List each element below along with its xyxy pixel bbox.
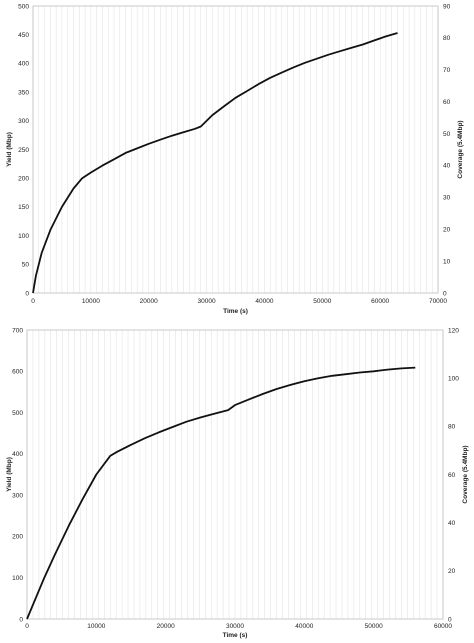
y-axis-title: Yield (Mbp) <box>6 457 13 492</box>
series-line <box>26 366 416 620</box>
y2-tick-label: 40 <box>448 520 456 527</box>
y-axis-title: Yield (Mbp) <box>6 132 13 167</box>
y-tick-label: 400 <box>18 61 29 68</box>
series-line <box>32 32 398 294</box>
y2-tick-label: 10 <box>443 258 451 265</box>
y2-tick-label: 100 <box>448 375 459 382</box>
x-tick-label: 30000 <box>198 298 216 305</box>
y2-tick-label: 70 <box>443 67 451 74</box>
x-tick-label: 50000 <box>365 623 383 630</box>
y2-tick-label: 0 <box>448 616 452 623</box>
y-tick-label: 0 <box>25 290 29 297</box>
x-tick-label: 0 <box>31 298 35 305</box>
y-tick-label: 100 <box>18 233 29 240</box>
y-tick-label: 700 <box>12 327 23 334</box>
x-tick-label: 30000 <box>226 623 244 630</box>
y-tick-label: 400 <box>12 451 23 458</box>
y2-tick-label: 0 <box>443 290 447 297</box>
y2-tick-label: 20 <box>448 568 456 575</box>
y2-tick-label: 80 <box>448 424 456 431</box>
chart-top: 0501001502002503003504004505000102030405… <box>6 3 464 315</box>
y-tick-label: 450 <box>18 32 29 39</box>
x-tick-label: 40000 <box>255 298 273 305</box>
y-tick-label: 200 <box>18 176 29 183</box>
x-axis-title: Time (s) <box>223 308 248 315</box>
x-tick-label: 60000 <box>371 298 389 305</box>
x-tick-label: 50000 <box>313 298 331 305</box>
y-tick-label: 100 <box>12 575 23 582</box>
x-tick-label: 70000 <box>429 298 447 305</box>
y2-tick-label: 50 <box>443 131 451 138</box>
y-tick-label: 200 <box>12 534 23 541</box>
y-tick-label: 50 <box>22 262 30 269</box>
y2-tick-label: 90 <box>443 3 451 10</box>
x-tick-label: 10000 <box>82 298 100 305</box>
x-axis-title: Time (s) <box>223 632 248 639</box>
chart-divider <box>0 316 474 323</box>
x-tick-label: 20000 <box>140 298 158 305</box>
y-tick-label: 150 <box>18 204 29 211</box>
y-tick-label: 300 <box>18 118 29 125</box>
y2-tick-label: 60 <box>443 99 451 106</box>
y2-axis-title: Coverage (5.4Mbp) <box>462 445 469 503</box>
y2-tick-label: 60 <box>448 472 456 479</box>
y2-tick-label: 20 <box>443 227 451 234</box>
plot-frame <box>26 329 444 620</box>
plot-frame <box>32 5 439 294</box>
y2-tick-label: 30 <box>443 195 451 202</box>
y-tick-label: 300 <box>12 492 23 499</box>
x-tick-label: 0 <box>25 623 29 630</box>
y2-tick-label: 80 <box>443 35 451 42</box>
chart-bottom: 0 100 200 300 400 500 600 700 0 20 40 60 80 100 120 0 10… <box>6 327 469 639</box>
y-tick-label: 600 <box>12 369 23 376</box>
x-tick-label: 20000 <box>157 623 175 630</box>
y2-tick-label: 40 <box>443 163 451 170</box>
y-tick-label: 0 <box>19 616 23 623</box>
y-tick-label: 500 <box>18 3 29 10</box>
y2-axis-title: Coverage (5.4Mbp) <box>457 120 464 178</box>
y-tick-label: 250 <box>18 147 29 154</box>
x-tick-label: 10000 <box>87 623 105 630</box>
x-tick-label: 40000 <box>295 623 313 630</box>
x-tick-label: 60000 <box>434 623 452 630</box>
y-tick-label: 350 <box>18 89 29 96</box>
y2-tick-label: 120 <box>448 327 459 334</box>
y-tick-label: 500 <box>12 410 23 417</box>
